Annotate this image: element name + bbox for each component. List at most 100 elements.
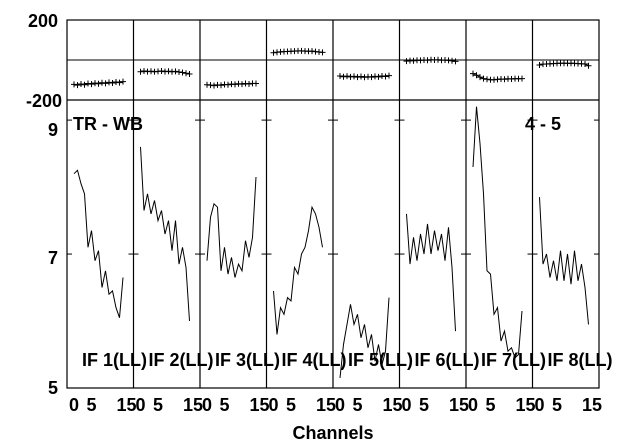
phase-point: [519, 75, 525, 82]
phase-point: [71, 81, 77, 88]
phase-point: [480, 75, 487, 82]
panel-label-if4: IF 4(LL): [282, 350, 347, 370]
phase-point: [186, 71, 193, 78]
panel-label-if5: IF 5(LL): [348, 350, 413, 370]
phase-point: [225, 81, 231, 88]
phase-point: [207, 82, 214, 89]
phase-point: [484, 76, 490, 83]
amp-line-if5: [339, 297, 390, 379]
phase-point: [372, 73, 378, 80]
phase-point: [85, 80, 91, 87]
phase-point: [183, 70, 189, 77]
phase-point: [344, 73, 350, 80]
phase-point: [351, 73, 357, 80]
x-tick-label: 5: [219, 395, 229, 415]
phase-point: [386, 72, 392, 79]
panel-labels: IF 1(LL) IF 2(LL) IF 3(LL) IF 4(LL) IF 5(LL)…: [82, 350, 613, 370]
x-tick-label: 15: [316, 395, 336, 415]
phase-point: [347, 73, 354, 80]
x-tick-label: 5: [352, 395, 362, 415]
phase-point: [109, 79, 116, 86]
x-tick-label: 0: [534, 395, 544, 415]
phase-point: [536, 61, 543, 68]
amp-line-if1: [73, 169, 124, 318]
panel-frames: [66, 19, 600, 389]
phase-point: [585, 62, 592, 69]
amplitude-series: [73, 106, 589, 379]
phase-point: [116, 79, 123, 86]
panel-label-if6: IF 6(LL): [415, 350, 480, 370]
phase-point: [319, 49, 326, 56]
phase-point: [179, 69, 186, 76]
amp-line-if2: [140, 146, 190, 322]
x-tick-label: 15: [116, 395, 136, 415]
x-tick-label: 5: [485, 395, 495, 415]
amp-line-if6: [406, 213, 456, 332]
amp-line-if4: [273, 205, 323, 335]
amp-line-if8: [539, 197, 589, 325]
phase-point: [218, 82, 224, 89]
panel-label-if1: IF 1(LL): [82, 350, 147, 370]
phase-point: [176, 68, 182, 75]
x-tick-label: 0: [335, 395, 345, 415]
phase-point: [88, 81, 95, 88]
phase-point: [358, 73, 364, 80]
phase-point: [95, 80, 102, 87]
phase-point: [309, 48, 315, 55]
phase-point: [379, 72, 385, 79]
x-tick-label: 15: [449, 395, 469, 415]
phase-point: [172, 68, 179, 75]
phase-point: [470, 70, 476, 77]
phase-point: [452, 58, 459, 65]
x-tick-label: 15: [582, 395, 602, 415]
phase-point: [148, 68, 154, 75]
x-tick-label: 0: [135, 395, 145, 415]
x-tick-label: 5: [153, 395, 163, 415]
phase-point: [382, 73, 389, 80]
amp-line-if3: [206, 176, 257, 278]
phase-point: [582, 60, 588, 67]
phase-point: [78, 80, 84, 87]
phase-point: [410, 57, 417, 64]
phase-point: [165, 68, 172, 75]
x-tick-label: 5: [552, 395, 562, 415]
phase-point: [102, 80, 109, 87]
x-axis-label: Channels: [292, 423, 373, 442]
phase-point: [368, 74, 375, 81]
panel-label-if8: IF 8(LL): [548, 350, 613, 370]
x-tick-labels: 0 5 150 5 150 5 150 5 150 5 150 5 150 5 150 5 15: [69, 395, 602, 415]
amp-line-if7: [472, 106, 523, 359]
phase-point: [270, 49, 277, 56]
panel-label-if3: IF 3(LL): [215, 350, 280, 370]
phase-tick-label-top: 200: [28, 11, 58, 31]
phase-point: [232, 81, 238, 88]
phase-point: [113, 79, 119, 86]
phase-point: [81, 81, 88, 88]
panel-label-if2: IF 2(LL): [149, 350, 214, 370]
phase-tick-label-bottom: -200: [26, 91, 62, 111]
phase-point: [211, 82, 217, 89]
baseline-title-right: 4 - 5: [525, 114, 561, 134]
panel-label-if7: IF 7(LL): [481, 350, 546, 370]
phase-point: [106, 79, 112, 86]
x-tick-label: 0: [202, 395, 212, 415]
amp-tick-label-9: 9: [48, 120, 58, 140]
phase-point: [340, 73, 347, 80]
phase-point: [74, 82, 81, 89]
amp-tick-label-7: 7: [48, 248, 58, 268]
phase-point: [403, 58, 410, 65]
phase-point: [375, 73, 382, 80]
x-tick-label: 15: [515, 395, 535, 415]
phase-series: [71, 47, 592, 89]
phase-point: [361, 74, 368, 81]
x-tick-label: 0: [468, 395, 478, 415]
phase-point: [99, 79, 105, 86]
x-tick-label: 0: [401, 395, 411, 415]
phase-point: [141, 68, 147, 75]
phase-point: [120, 78, 126, 85]
phase-point: [239, 81, 245, 88]
phase-point: [337, 72, 343, 79]
phase-point: [449, 57, 455, 64]
baseline-title-left: TR - WB: [73, 114, 143, 134]
